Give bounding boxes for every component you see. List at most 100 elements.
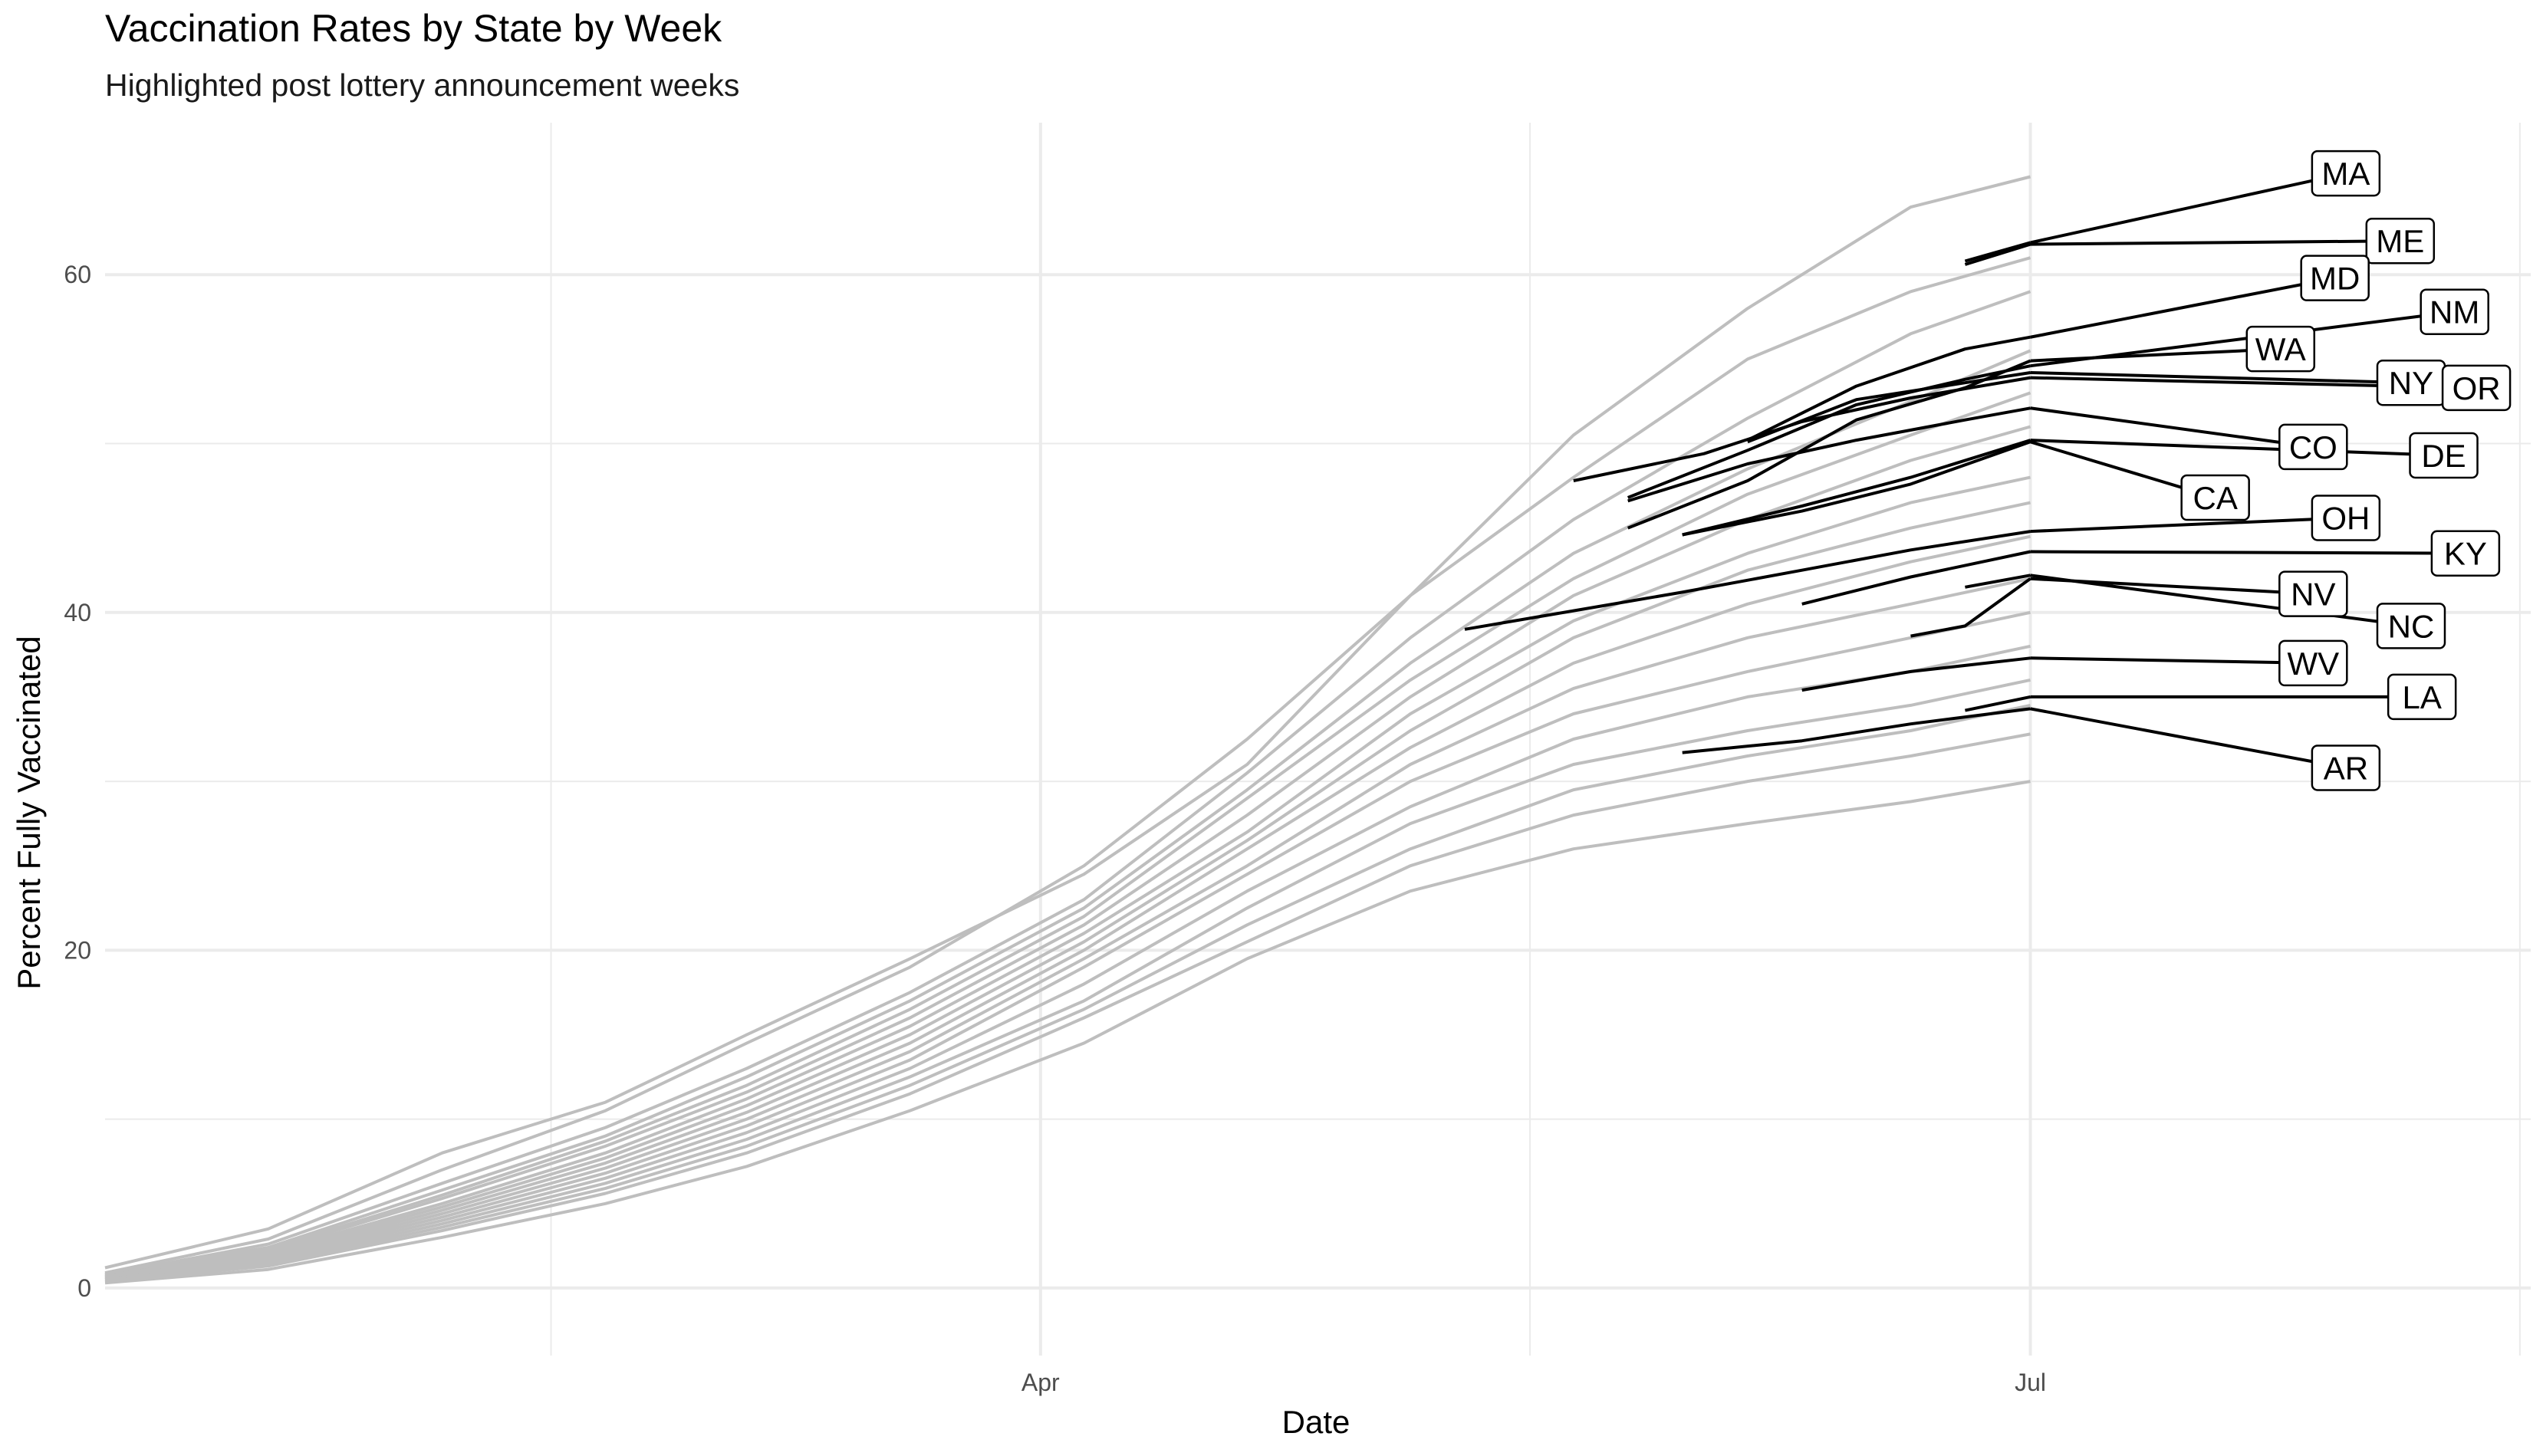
state-series-line [104,780,2031,1285]
state-series-line [104,577,2031,1280]
label-text: DE [2421,438,2466,474]
label-oh: OH [2311,495,2381,541]
state-series-line [104,678,2031,1281]
state-series-line [104,290,2031,1277]
label-me: ME [2365,217,2436,265]
label-text: MA [2321,156,2370,192]
highlight-line-oh [1464,530,2031,631]
chart-subtitle: Highlighted post lottery announcement we… [105,67,740,103]
label-leader-ar [2030,707,2347,770]
highlight-line-me [1964,242,2031,266]
y-tick-label: 0 [77,1274,91,1302]
x-axis-ticks: Apr Jul [1021,1369,2046,1396]
label-leader-de [2030,439,2444,457]
y-axis-ticks: 0 20 40 60 [64,261,91,1302]
state-series-line [104,732,2031,1283]
grid-lines [105,123,2531,1356]
label-text: NM [2430,294,2479,330]
label-ma: MA [2311,150,2381,197]
label-text: OH [2321,500,2370,536]
highlight-line-ca [1682,440,2031,537]
label-text: ME [2376,223,2424,259]
state-series-line [104,534,2031,1280]
label-ky: KY [2430,530,2501,577]
label-box [2430,530,2501,577]
label-text: WA [2255,331,2306,367]
label-de: DE [2409,432,2479,479]
x-tick-label: Apr [1021,1369,1060,1396]
background-series [104,175,2031,1285]
highlight-line-ar [1682,707,2031,754]
label-box [2376,603,2446,649]
highlight-line-co [1627,406,2031,503]
label-box [2441,364,2512,412]
state-series-line [104,391,2031,1278]
highlight-line-wv [1801,656,2031,692]
label-text: CA [2193,480,2237,516]
label-text: NY [2389,365,2433,401]
label-text: NC [2388,608,2435,644]
highlight-line-ma [1964,241,2031,263]
x-axis-title: Date [1282,1404,1350,1440]
x-tick-label: Jul [2015,1369,2046,1396]
y-tick-label: 60 [64,261,91,288]
chart-title: Vaccination Rates by State by Week [105,7,722,50]
label-leader-me [2030,239,2400,246]
highlight-line-ky [1801,550,2031,606]
label-text: OR [2453,370,2501,406]
label-text: WV [2287,646,2339,682]
y-tick-label: 40 [64,599,91,626]
label-leader-wv [2030,656,2314,665]
highlight-line-la [1964,695,2031,712]
label-box [2311,495,2381,541]
label-nc: NC [2376,603,2446,649]
label-text: NV [2291,577,2335,613]
label-leader-ky [2030,550,2466,555]
state-series-line [104,610,2031,1281]
label-text: LA [2402,679,2441,715]
state-series-line [104,475,2031,1278]
label-md: MD [2300,255,2370,301]
state-series-line [104,349,2031,1277]
label-leader-ma [2030,172,2347,245]
label-leader-wa [2030,347,2281,363]
label-ca: CA [2180,474,2250,521]
label-la: LA [2387,673,2457,721]
label-leader-ny [2030,371,2412,385]
state-series-line [104,501,2031,1280]
label-nm: NM [2420,288,2489,335]
label-box [2278,570,2348,617]
label-text: MD [2310,261,2360,297]
label-nv: NV [2278,570,2348,617]
label-text: KY [2444,536,2487,572]
label-box [2300,255,2370,301]
highlight-line-nv [1910,577,2031,638]
label-ny: NY [2376,359,2446,406]
label-leader-nc [2030,574,2412,628]
label-box [2180,474,2250,521]
highlight-line-nm [1627,364,2031,499]
label-box [2409,432,2479,479]
state-series-line [104,256,2031,1275]
label-ar: AR [2311,744,2381,791]
label-co: CO [2278,423,2348,471]
state-series-line [104,703,2031,1283]
label-box [2245,325,2316,373]
state-series-line [104,644,2031,1281]
y-axis-title: Percent Fully Vaccinated [11,636,47,989]
label-box [2387,673,2457,721]
label-or: OR [2441,364,2512,412]
label-box [2365,217,2436,265]
label-text: CO [2289,429,2337,465]
label-box [2420,288,2489,335]
highlight-line-md [1746,335,2031,442]
highlight-line-nc [1965,574,2031,589]
label-box [2311,150,2381,197]
highlight-line-or [1573,376,2031,482]
state-series-line [104,175,2031,1270]
label-box [2278,423,2348,471]
highlighted-series [1464,172,2477,770]
label-box [2311,744,2381,791]
y-tick-label: 20 [64,936,91,964]
